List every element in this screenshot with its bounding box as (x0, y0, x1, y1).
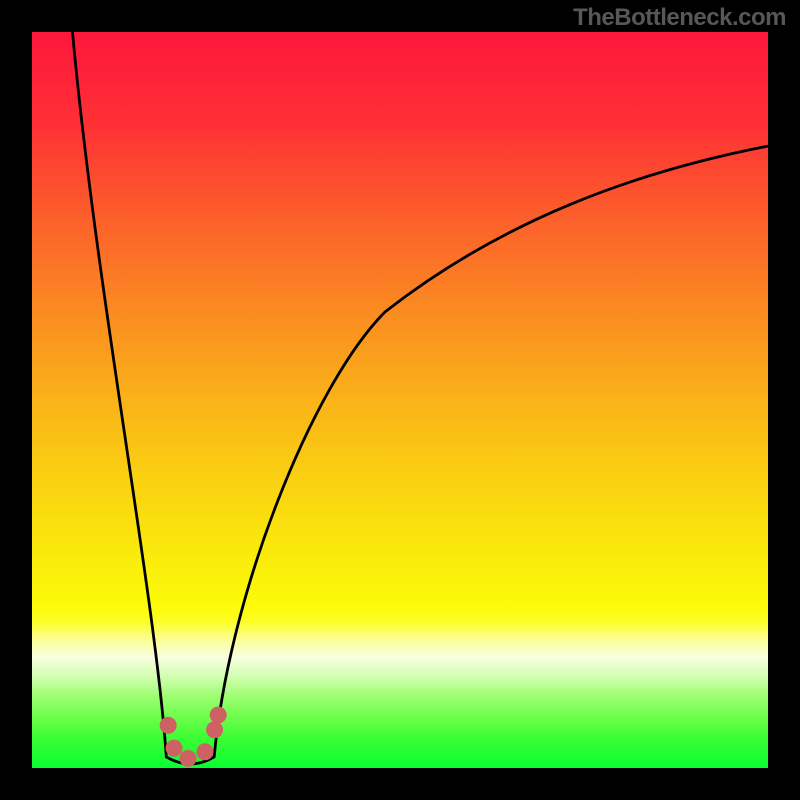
cusp-marker (210, 707, 227, 724)
cusp-marker (206, 721, 223, 738)
cusp-marker (196, 743, 213, 760)
watermark-text: TheBottleneck.com (573, 4, 786, 32)
cusp-marker-group (32, 32, 768, 768)
cusp-marker (166, 740, 183, 757)
cusp-marker (180, 750, 197, 767)
cusp-marker (160, 717, 177, 734)
